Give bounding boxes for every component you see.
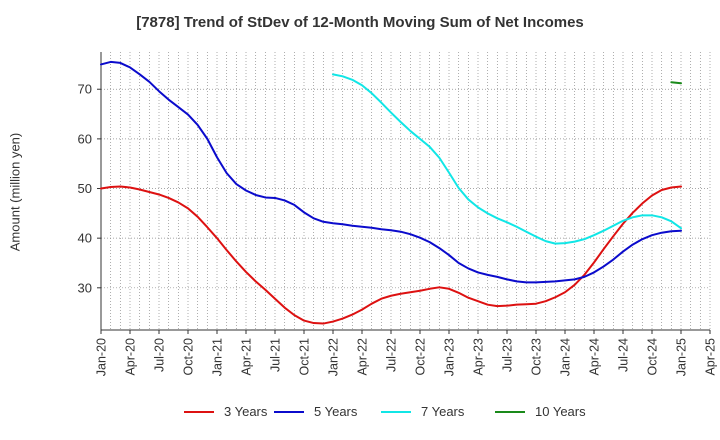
legend-item: 10 Years: [495, 404, 586, 419]
x-tick-label: Oct-24: [646, 338, 660, 376]
x-tick-label: Apr-23: [472, 338, 486, 376]
legend-label: 5 Years: [314, 404, 358, 419]
x-tick-label: Jan-21: [211, 338, 225, 376]
y-tick-label: 70: [78, 82, 92, 97]
series-line-5-years: [100, 60, 682, 284]
series-line-7-years: [332, 73, 682, 245]
x-tick-label: Jul-24: [617, 338, 631, 372]
x-tick-label: Apr-20: [124, 338, 138, 376]
x-tick-label: Apr-21: [240, 338, 254, 376]
x-tick-label: Apr-24: [588, 338, 602, 376]
plot-area: [101, 52, 710, 330]
x-tick-label: Apr-25: [704, 338, 718, 376]
x-tick-label: Jul-22: [385, 338, 399, 372]
series-line-10-years: [670, 81, 682, 85]
y-tick-label: 60: [78, 131, 92, 146]
legend: 3 Years 5 Years 7 Years 10 Years: [0, 404, 720, 426]
x-tick-label: Jan-23: [443, 338, 457, 376]
x-tick-label: Jul-20: [153, 338, 167, 372]
legend-swatch: [274, 410, 304, 413]
legend-label: 10 Years: [535, 404, 586, 419]
x-tick-label: Jan-22: [327, 338, 341, 376]
legend-item: 5 Years: [274, 404, 357, 419]
legend-item: 7 Years: [381, 404, 464, 419]
y-tick-label: 30: [78, 280, 92, 295]
x-tick-label: Oct-22: [414, 338, 428, 376]
x-tick-label: Jul-21: [269, 338, 283, 372]
x-tick-label: Jan-24: [559, 338, 573, 376]
legend-swatch: [495, 410, 525, 413]
legend-label: 7 Years: [421, 404, 465, 419]
y-tick-label: 50: [78, 181, 92, 196]
legend-item: 3 Years: [184, 404, 267, 419]
chart-title: [7878] Trend of StDev of 12-Month Moving…: [136, 14, 584, 31]
legend-label: 3 Years: [224, 404, 268, 419]
x-tick-label: Jan-25: [675, 338, 689, 376]
x-tick-label: Oct-23: [530, 338, 544, 376]
legend-swatch: [381, 410, 411, 413]
y-tick-label: 40: [78, 231, 92, 246]
chart-plot: 30 40 50 60 70 Jan-20 Apr-20 Jul-20 Oct-20 Jan-21…: [78, 52, 718, 376]
x-tick-label: Oct-21: [298, 338, 312, 376]
x-tick-label: Oct-20: [182, 338, 196, 376]
series-line-3-years: [100, 185, 682, 325]
legend-swatch: [184, 410, 214, 413]
x-tick-label: Jul-23: [501, 338, 515, 372]
x-tick-label: Jan-20: [95, 338, 109, 376]
x-tick-label: Apr-22: [356, 338, 370, 376]
